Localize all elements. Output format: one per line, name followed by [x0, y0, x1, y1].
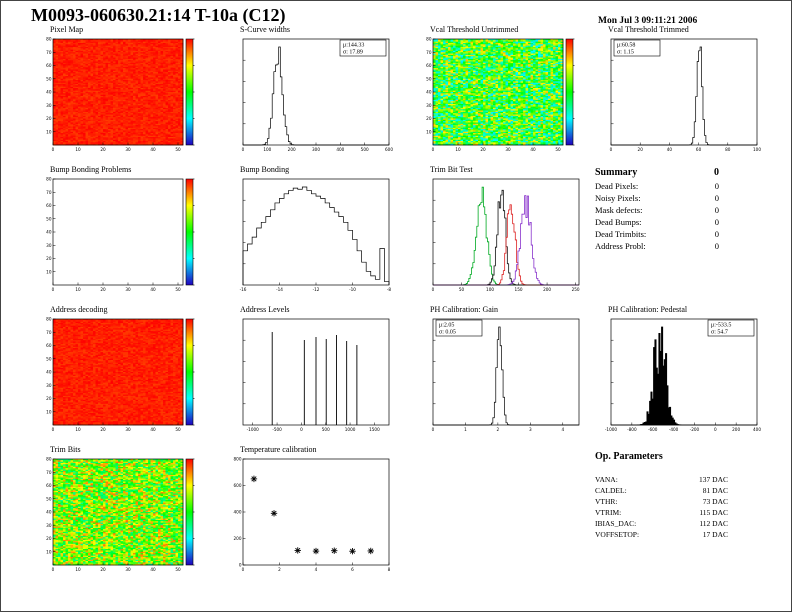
summary-row-value: 0	[714, 205, 719, 215]
op-parameter-value: 112 DAC	[699, 519, 728, 528]
summary-row: Dead Bumps: 0	[595, 216, 719, 228]
bump-bonding-panel: Bump Bonding	[227, 165, 399, 297]
plot-title: PH Calibration: Pedestal	[608, 305, 688, 314]
vcal-threshold-untrimmed-panel: Vcal Threshold Untrimmed	[417, 25, 589, 157]
plot-title: Trim Bit Test	[430, 165, 473, 174]
summary-row-value: 0	[714, 229, 719, 239]
summary-row-label: Dead Trimbits:	[595, 229, 647, 239]
ph-calibration-pedestal-panel: PH Calibration: Pedestal	[595, 305, 767, 437]
plot-title: Vcal Threshold Trimmed	[608, 25, 689, 34]
summary-row: Dead Trimbits: 0	[595, 228, 719, 240]
op-parameter-label: VANA:	[595, 475, 618, 484]
s-curve-widths-panel: S-Curve widths	[227, 25, 399, 157]
summary-block: Summary 0 Dead Pixels: 0 Noisy Pixels: 0 M…	[595, 167, 719, 252]
op-parameter-row: CALDEL: 81 DAC	[595, 485, 728, 496]
summary-row-value: 0	[714, 181, 719, 191]
op-parameter-label: VTRIM:	[595, 508, 622, 517]
summary-row-value: 0	[714, 193, 719, 203]
plot-title: PH Calibration: Gain	[430, 305, 498, 314]
op-parameter-row: VTHR: 73 DAC	[595, 496, 728, 507]
summary-row-label: Dead Bumps:	[595, 217, 642, 227]
trim-bits-chart	[37, 455, 207, 577]
plot-title: Bump Bonding	[240, 165, 290, 174]
plot-title: Pixel Map	[50, 25, 84, 34]
op-parameter-row: IBIAS_DAC: 112 DAC	[595, 518, 728, 529]
address-decoding-panel: Address decoding	[37, 305, 209, 437]
op-parameter-label: IBIAS_DAC:	[595, 519, 637, 528]
bump-bonding-problems-chart	[37, 175, 207, 297]
op-parameter-label: CALDEL:	[595, 486, 627, 495]
trim-bit-test-chart	[417, 175, 587, 297]
plot-title: Address decoding	[50, 305, 108, 314]
op-parameter-value: 137 DAC	[699, 475, 728, 484]
trim-bit-test-panel: Trim Bit Test	[417, 165, 589, 297]
summary-row: Dead Pixels: 0	[595, 180, 719, 192]
op-parameter-row: VANA: 137 DAC	[595, 474, 728, 485]
page-title: M0093-060630.21:14 T-10a (C12)	[31, 5, 286, 25]
summary-row: Address Probl: 0	[595, 240, 719, 252]
op-parameter-row: VTRIM: 115 DAC	[595, 507, 728, 518]
plot-title: Temperature calibration	[240, 445, 317, 454]
address-levels-chart	[227, 315, 397, 437]
bump-bonding-problems-panel: Bump Bonding Problems	[37, 165, 209, 297]
op-parameter-value: 73 DAC	[702, 497, 728, 506]
summary-row-label: Noisy Pixels:	[595, 193, 641, 203]
address-decoding-chart	[37, 315, 207, 437]
op-parameter-value: 81 DAC	[702, 486, 728, 495]
address-levels-panel: Address Levels	[227, 305, 399, 437]
pixel-map-panel: Pixel Map	[37, 25, 209, 157]
summary-total: 0	[714, 167, 719, 178]
s-curve-widths-chart	[227, 35, 397, 157]
summary-row-label: Address Probl:	[595, 241, 646, 251]
vcal-threshold-trimmed-chart	[595, 35, 765, 157]
op-parameters-block: Op. Parameters VANA: 137 DAC CALDEL: 81 DA…	[595, 451, 728, 540]
op-parameter-label: VOFFSETOP:	[595, 530, 640, 539]
pixel-map-chart	[37, 35, 207, 157]
op-parameter-value: 115 DAC	[699, 508, 728, 517]
vcal-threshold-trimmed-panel: Vcal Threshold Trimmed	[595, 25, 767, 157]
summary-row-value: 0	[714, 217, 719, 227]
ph-calibration-gain-panel: PH Calibration: Gain	[417, 305, 589, 437]
summary-row-value: 0	[714, 241, 719, 251]
plot-title: Vcal Threshold Untrimmed	[430, 25, 519, 34]
op-parameters-heading: Op. Parameters	[595, 451, 663, 462]
summary-heading: Summary	[595, 167, 638, 178]
ph-calibration-gain-chart	[417, 315, 587, 437]
plot-title: Address Levels	[240, 305, 290, 314]
temperature-calibration-panel: Temperature calibration	[227, 445, 399, 577]
trim-bits-panel: Trim Bits	[37, 445, 209, 577]
ph-calibration-pedestal-chart	[595, 315, 765, 437]
summary-row: Noisy Pixels: 0	[595, 192, 719, 204]
bump-bonding-chart	[227, 175, 397, 297]
op-parameter-value: 17 DAC	[702, 530, 728, 539]
plot-title: Trim Bits	[50, 445, 81, 454]
summary-row-label: Mask defects:	[595, 205, 643, 215]
summary-row: Mask defects: 0	[595, 204, 719, 216]
op-parameter-label: VTHR:	[595, 497, 618, 506]
op-parameter-row: VOFFSETOP: 17 DAC	[595, 529, 728, 540]
timestamp: Mon Jul 3 09:11:21 2006	[598, 16, 698, 26]
summary-row-label: Dead Pixels:	[595, 181, 639, 191]
plot-title: Bump Bonding Problems	[50, 165, 132, 174]
vcal-threshold-untrimmed-chart	[417, 35, 587, 157]
plot-title: S-Curve widths	[240, 25, 290, 34]
temperature-calibration-chart	[227, 455, 397, 577]
